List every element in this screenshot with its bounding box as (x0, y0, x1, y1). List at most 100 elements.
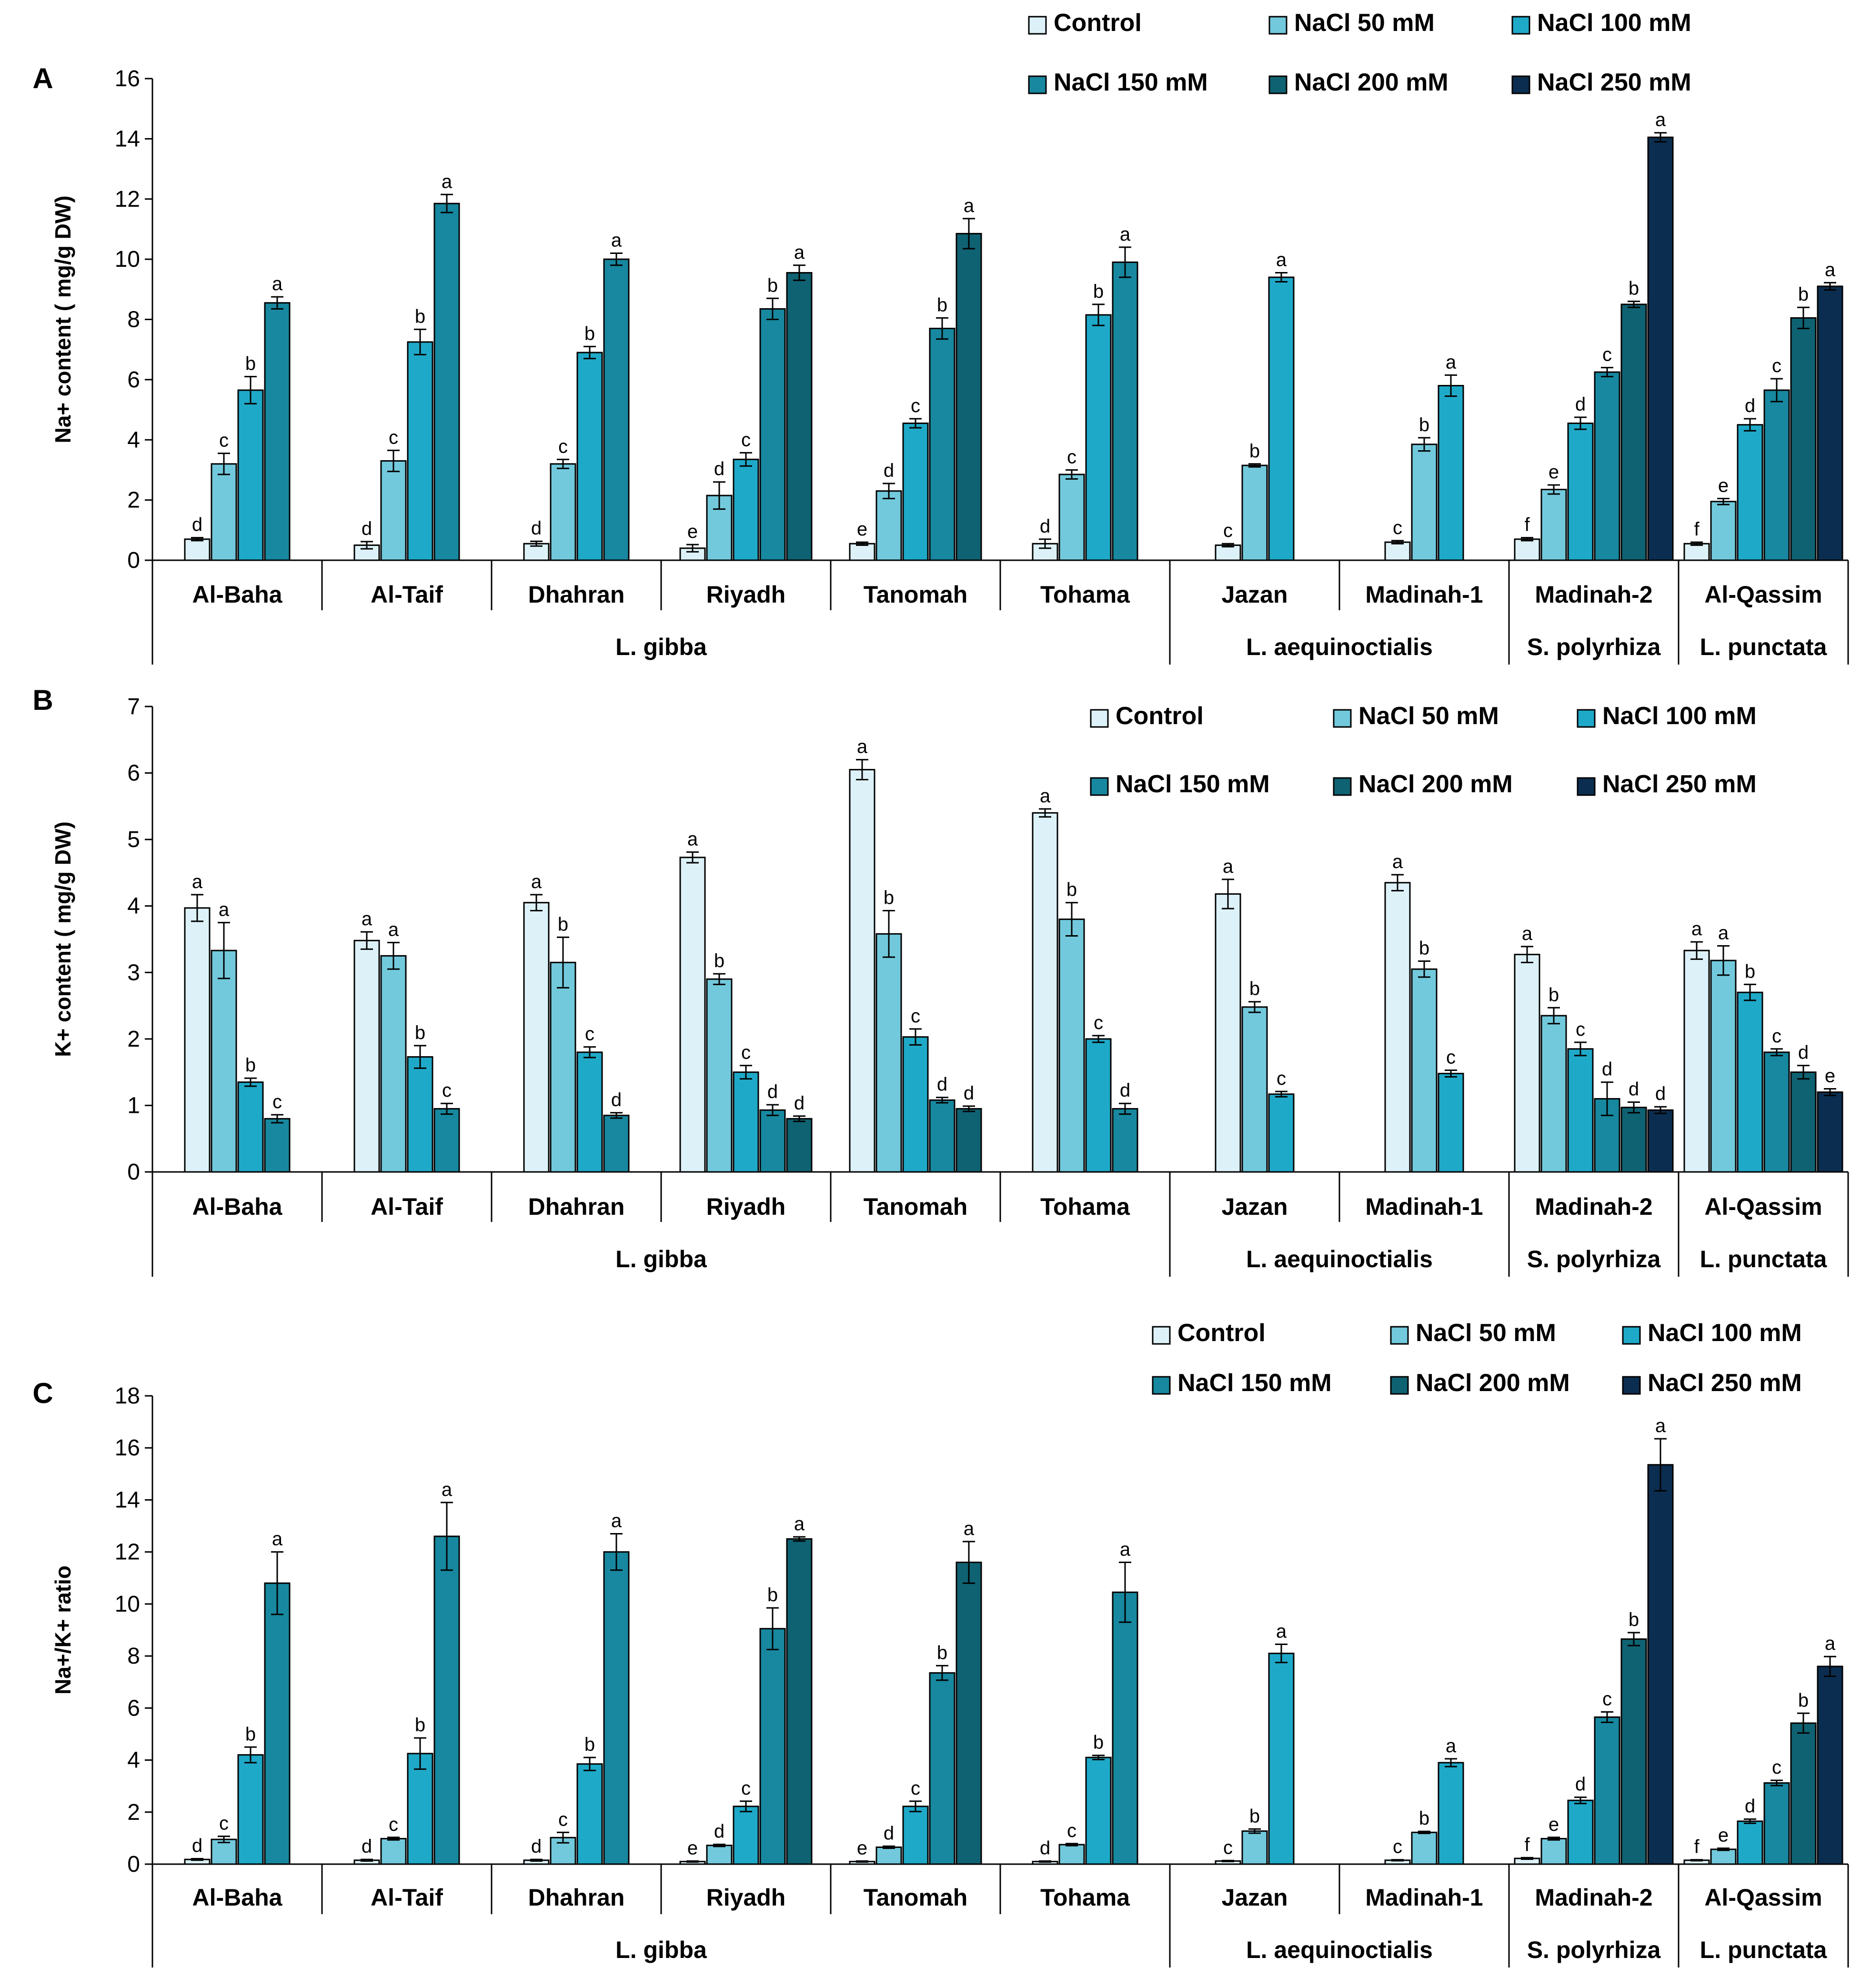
significance-letter: a (272, 273, 283, 294)
y-tick-label: 14 (115, 126, 140, 151)
significance-letter: d (611, 1090, 622, 1110)
bar (1514, 538, 1540, 561)
bar (1620, 1107, 1647, 1173)
category-label: Al-Qassim (1704, 1884, 1822, 1911)
significance-letter: b (245, 353, 256, 374)
significance-letter: a (794, 1514, 805, 1534)
significance-letter: f (1694, 1837, 1700, 1857)
bar (759, 1109, 786, 1173)
y-tick-label: 7 (127, 694, 140, 719)
significance-letter: b (245, 1055, 256, 1076)
significance-letter: c (1772, 1757, 1781, 1778)
bar (902, 1036, 929, 1173)
significance-letter: c (1772, 355, 1781, 376)
legend-swatch (1577, 777, 1596, 796)
species-label: S. polyrhiza (1527, 1937, 1661, 1963)
legend-label: Control (1054, 9, 1142, 37)
panel-letter: A (32, 62, 53, 94)
significance-letter: b (1745, 961, 1755, 982)
bar (679, 547, 706, 561)
legend-label: NaCl 200 mM (1416, 1369, 1570, 1397)
y-tick-label: 4 (127, 894, 140, 919)
significance-letter: c (389, 427, 398, 448)
significance-letter: c (1576, 1019, 1585, 1040)
significance-letter: d (794, 1093, 805, 1114)
legend-swatch (1511, 75, 1530, 94)
y-tick-label: 10 (115, 1592, 140, 1617)
significance-letter: d (767, 1081, 778, 1102)
category-label: Tanomah (864, 1193, 968, 1220)
significance-letter: d (1745, 1796, 1755, 1817)
bar (1215, 544, 1241, 561)
bar (1817, 1091, 1843, 1173)
bar (433, 202, 460, 561)
significance-letter: b (1093, 1732, 1104, 1753)
significance-letter: d (531, 1836, 542, 1857)
bar (1241, 1830, 1268, 1865)
significance-letter: d (714, 1821, 724, 1842)
bar (1085, 314, 1112, 561)
significance-letter: b (937, 294, 947, 315)
legend-swatch (1268, 16, 1288, 35)
bar (1540, 489, 1567, 561)
significance-letter: b (584, 1734, 595, 1755)
bar (733, 458, 759, 561)
significance-letter: b (1419, 938, 1429, 959)
bar (407, 1056, 433, 1173)
bar (1763, 389, 1790, 561)
significance-letter: b (1419, 414, 1429, 435)
species-label: S. polyrhiza (1527, 634, 1661, 660)
category-label: Al-Taif (371, 1884, 443, 1911)
bar (603, 1114, 630, 1173)
significance-letter: b (1093, 281, 1104, 302)
significance-letter: a (531, 871, 542, 892)
y-tick-label: 12 (115, 187, 140, 212)
category-label: Madinah-2 (1535, 581, 1652, 608)
legend-swatch (1577, 709, 1596, 728)
category-label: Al-Baha (192, 581, 283, 608)
significance-letter: e (687, 521, 698, 542)
significance-letter: d (1602, 1059, 1612, 1080)
legend-swatch (1390, 1326, 1409, 1345)
bar (407, 341, 433, 561)
legend-swatch (1333, 709, 1352, 728)
significance-letter: c (558, 1809, 568, 1830)
bar (875, 933, 902, 1173)
bar (1438, 385, 1464, 561)
significance-letter: a (611, 1510, 622, 1531)
significance-letter: b (1549, 984, 1559, 1005)
legend-swatch (1028, 75, 1047, 94)
bar (733, 1806, 759, 1865)
species-label: S. polyrhiza (1527, 1246, 1661, 1272)
significance-letter: d (362, 518, 372, 539)
significance-letter: a (219, 899, 230, 920)
bar (1411, 444, 1438, 561)
significance-letter: b (584, 323, 595, 344)
panel-C: C 0 2 4 6 8 10 12 14 16 18 Na+/K+ ratio Al-Baha Al-Ta… (32, 1319, 1849, 1968)
panel-letter: C (32, 1377, 53, 1409)
bar (956, 1108, 982, 1173)
significance-letter: d (192, 515, 202, 535)
bar (264, 1118, 291, 1173)
y-tick-label: 8 (127, 307, 140, 333)
category-label: Jazan (1222, 1193, 1288, 1220)
bar (1215, 893, 1241, 1173)
significance-letter: a (964, 1518, 975, 1539)
significance-letter: a (388, 919, 399, 940)
category-label: Al-Qassim (1704, 581, 1822, 608)
significance-letter: b (415, 1022, 425, 1043)
significance-letter: a (192, 871, 203, 892)
bar (380, 460, 407, 561)
category-label: Al-Baha (192, 1193, 283, 1220)
significance-letter: d (1040, 1837, 1050, 1858)
bar (929, 1099, 956, 1173)
legend-label: NaCl 150 mM (1054, 69, 1208, 96)
significance-letter: f (1524, 1834, 1530, 1855)
significance-letter: a (272, 1529, 283, 1550)
significance-letter: c (1602, 1689, 1612, 1710)
significance-letter: a (857, 737, 868, 757)
bar (733, 1071, 759, 1173)
significance-letter: e (1549, 462, 1559, 483)
significance-letter: a (1655, 110, 1666, 131)
